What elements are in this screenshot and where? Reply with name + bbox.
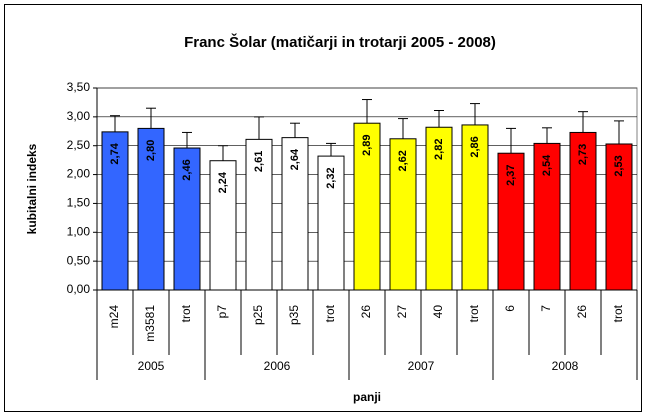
x-tick-label: 26 — [359, 305, 373, 319]
x-tick-label: 7 — [539, 305, 553, 312]
bar — [173, 147, 201, 291]
x-tick-label: trot — [611, 304, 625, 322]
bar — [461, 124, 489, 291]
bar — [353, 122, 381, 291]
value-label: 2,53 — [613, 155, 625, 176]
x-tick-label: m3581 — [143, 305, 157, 342]
chart-title: Franc Šolar (matičarji in trotarji 2005 … — [184, 33, 496, 51]
x-axis-label: panji — [353, 390, 381, 404]
y-tick-label: 3,50 — [67, 80, 91, 94]
x-tick-label: trot — [323, 304, 337, 322]
bar — [389, 138, 417, 291]
value-label: 2,86 — [469, 136, 481, 157]
bar — [101, 131, 129, 291]
x-tick-label: p25 — [251, 305, 265, 325]
bar — [245, 138, 273, 291]
value-label: 2,46 — [181, 159, 193, 180]
bar — [209, 160, 237, 291]
group-label: 2007 — [408, 359, 435, 373]
value-label: 2,62 — [397, 150, 409, 171]
bar — [425, 126, 453, 291]
bar — [605, 143, 633, 291]
bar — [317, 155, 345, 291]
x-tick-label: p35 — [287, 305, 301, 325]
x-tick-label: trot — [179, 304, 193, 322]
x-tick-label: m24 — [107, 305, 121, 329]
value-label: 2,64 — [289, 148, 301, 170]
y-tick-label: 2,00 — [67, 167, 91, 181]
value-label: 2,32 — [325, 167, 337, 188]
value-label: 2,89 — [361, 134, 373, 155]
bar — [569, 131, 597, 291]
y-tick-label: 3,00 — [67, 109, 91, 123]
bar — [137, 127, 165, 291]
y-tick-label: 0,00 — [67, 282, 91, 296]
x-tick-label: 6 — [503, 305, 517, 312]
bar — [281, 137, 309, 291]
y-tick-label: 0,50 — [67, 253, 91, 267]
value-label: 2,73 — [577, 144, 589, 165]
value-label: 2,74 — [109, 142, 121, 164]
value-label: 2,82 — [433, 139, 445, 160]
y-tick-label: 1,00 — [67, 224, 91, 238]
group-label: 2005 — [138, 359, 165, 373]
x-tick-label: 40 — [431, 305, 445, 319]
x-tick-label: 27 — [395, 305, 409, 319]
x-tick-label: trot — [467, 304, 481, 322]
bar — [497, 152, 525, 291]
chart-border — [4, 4, 642, 412]
value-label: 2,37 — [505, 165, 517, 186]
value-label: 2,24 — [217, 171, 229, 193]
x-tick-label: p7 — [215, 305, 229, 319]
y-axis-label: kubitalni indeks — [25, 143, 39, 234]
value-label: 2,54 — [541, 154, 553, 176]
group-label: 2006 — [264, 359, 291, 373]
x-tick-label: 26 — [575, 305, 589, 319]
bar — [533, 142, 561, 291]
value-label: 2,61 — [253, 151, 265, 172]
y-tick-label: 1,50 — [67, 196, 91, 210]
y-tick-label: 2,50 — [67, 138, 91, 152]
group-label: 2008 — [552, 359, 579, 373]
value-label: 2,80 — [145, 140, 157, 161]
